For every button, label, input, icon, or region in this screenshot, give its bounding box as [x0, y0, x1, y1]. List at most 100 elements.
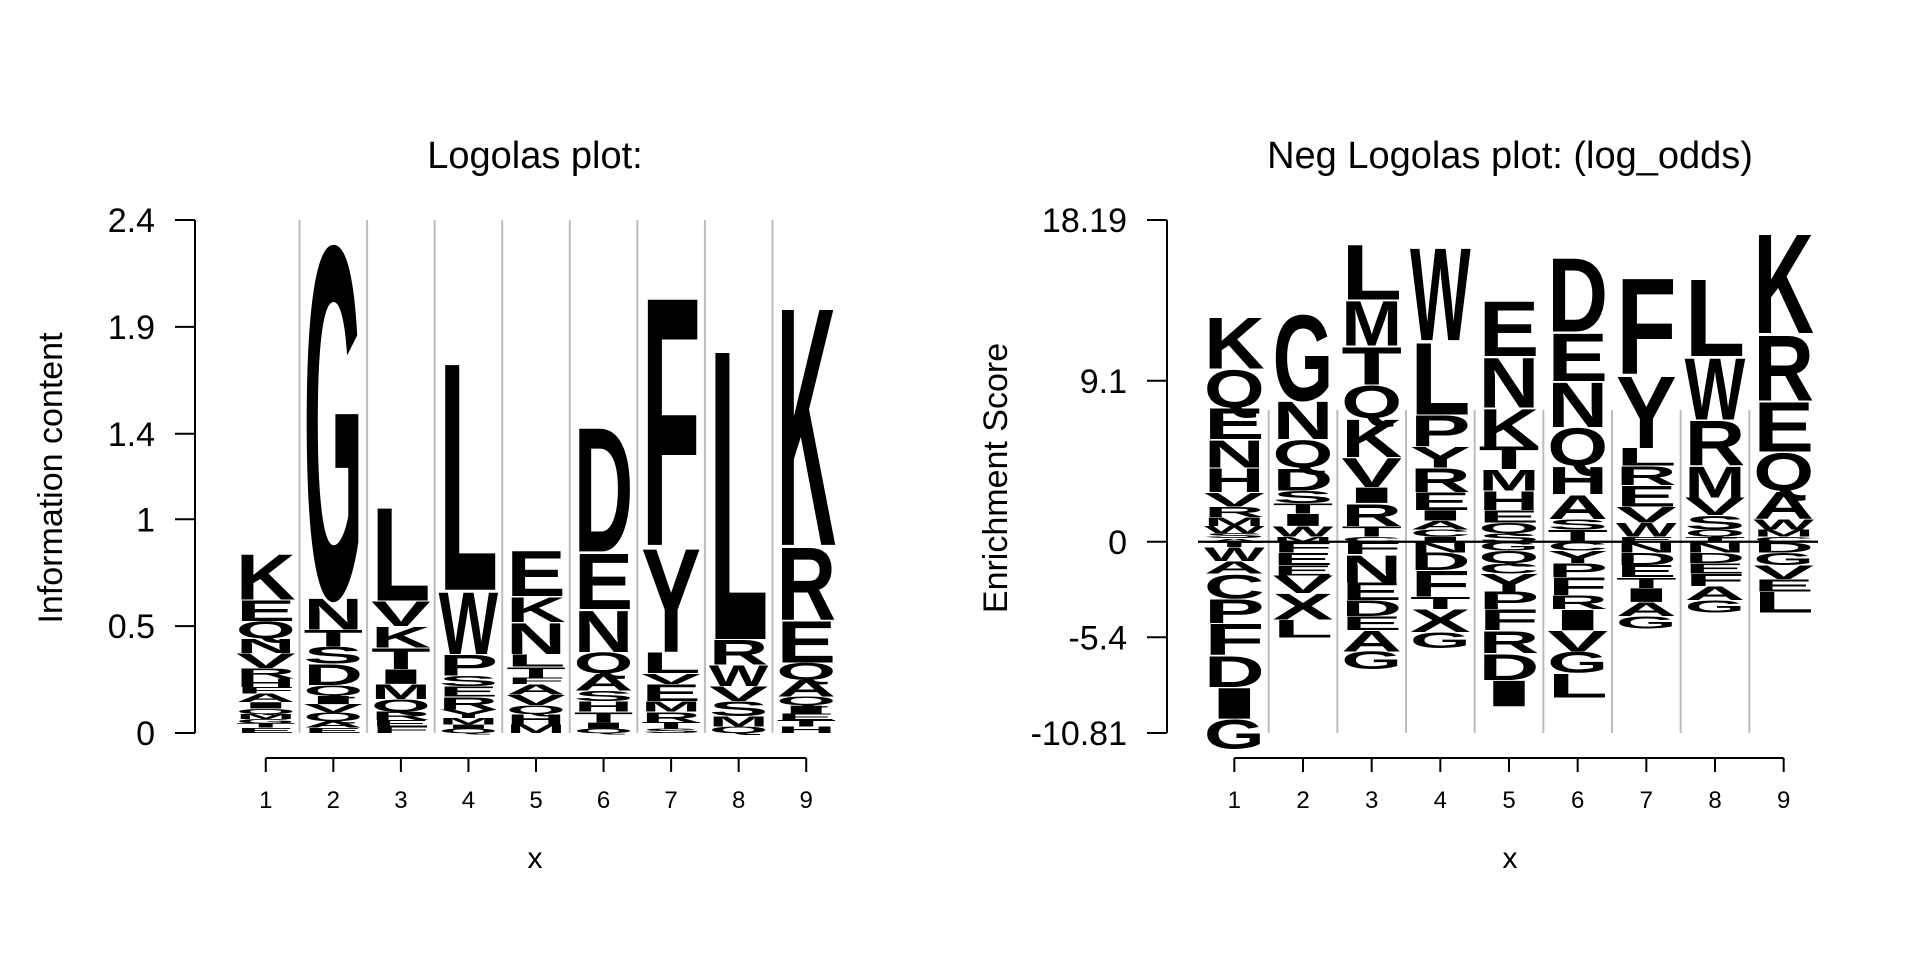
logo-letter-positive: K: [1753, 204, 1814, 364]
logo-letter-positive: K: [1204, 301, 1265, 384]
logo-letter-positive: L: [1616, 444, 1677, 471]
logo-letters: ETGMQIAFHRVNQEKEAQVIQDSTNGFERQMITKVLQIMY…: [236, 141, 836, 735]
logo-letter: Y: [641, 517, 701, 683]
logo-letter-negative: G: [1341, 647, 1402, 674]
logo-letter-negative: G: [1204, 711, 1265, 758]
logo-letter-negative: I: [1547, 604, 1608, 637]
logo-letter: R: [236, 665, 296, 682]
logo-letter: E: [776, 712, 836, 722]
logo-letter: S: [709, 697, 769, 720]
logo-letter-negative: C: [1547, 540, 1608, 554]
y-axis-label: Enrichment Score: [977, 343, 1015, 613]
logo-letter-positive: N: [1547, 369, 1608, 441]
neg-logolas-plot-panel: Neg Logolas plot: (log_odds) Enrichment …: [977, 135, 1818, 875]
logo-letter: Q: [304, 682, 364, 699]
logo-letter: L: [506, 651, 566, 671]
x-tick-label: 1: [1228, 787, 1241, 814]
logo-letter-positive: Q: [1753, 442, 1814, 502]
logo-letter-negative: G: [1753, 549, 1814, 568]
logo-letter-positive: E: [1616, 480, 1677, 513]
logo-letters: ASWMRVHNEQKTWACPFDIGMWITSDQNGFEEVXLCTRIV…: [1204, 204, 1814, 758]
logo-letter: L: [641, 647, 701, 680]
logo-letter-negative: E: [1685, 560, 1746, 577]
y-tick-label: 0: [136, 715, 155, 753]
logo-letter-positive: T: [1341, 336, 1402, 396]
logo-letter-positive: N: [1273, 390, 1334, 450]
logo-letter: K: [776, 236, 836, 618]
logo-letter-positive: S: [1685, 511, 1746, 533]
logo-letter-positive: V: [1341, 449, 1402, 496]
logo-letter-negative: E: [1341, 578, 1402, 605]
logo-letter: E: [439, 683, 499, 700]
logo-letter-positive: M: [1204, 515, 1265, 529]
logo-letter-negative: L: [1547, 666, 1608, 704]
logo-letter-positive: Q: [1204, 359, 1265, 419]
logo-letter-negative: I: [1204, 679, 1265, 728]
logo-letter-negative: C: [1479, 560, 1540, 577]
y-tick-label: 1.9: [108, 309, 155, 347]
logo-letter-negative: N: [1616, 539, 1677, 556]
logo-letter-negative: I: [1479, 673, 1540, 714]
x-tick-label: 5: [529, 787, 542, 814]
y-tick-label: -5.4: [1068, 619, 1127, 657]
logo-letter-negative: F: [1341, 539, 1402, 558]
logo-letter-positive: W: [1616, 519, 1677, 541]
logo-letter-positive: W: [1685, 341, 1746, 439]
logo-letter-positive: W: [1204, 524, 1266, 535]
chart-title: Neg Logolas plot: (log_odds): [1267, 135, 1753, 177]
x-tick-label: 6: [597, 787, 610, 814]
logo-letter-positive: V: [1204, 488, 1265, 510]
position-separators: [298, 220, 774, 733]
logo-letter-negative: W: [1204, 544, 1265, 566]
logo-letter-positive: G: [1273, 289, 1334, 426]
logo-letter-positive: W: [1273, 523, 1334, 539]
logo-letter-positive: E: [1410, 488, 1471, 515]
logo-letter-positive: Q: [1479, 520, 1540, 537]
logo-letter-positive: M: [1479, 464, 1540, 497]
logo-letter: E: [574, 536, 634, 626]
logo-letter: I: [574, 721, 634, 731]
logo-letter-positive: D: [1547, 237, 1608, 354]
logo-letter: L: [709, 263, 769, 727]
y-tick-label: 0.5: [108, 608, 155, 646]
x-tick-label: 6: [1571, 787, 1584, 814]
logo-letter-negative: X: [1273, 586, 1334, 627]
logo-letter-negative: I: [1616, 584, 1677, 606]
logo-letter-negative: R: [1547, 591, 1608, 613]
logo-letter: H: [574, 698, 634, 715]
logo-letter: F: [371, 725, 431, 735]
logo-letter-positive: H: [1204, 461, 1265, 500]
logo-letter-positive: W: [1410, 222, 1471, 370]
logo-letter-negative: N: [1341, 547, 1402, 591]
x-tick-label: 8: [732, 787, 745, 814]
chart-title: Logolas plot:: [427, 135, 643, 177]
logo-letter: F: [641, 224, 701, 621]
logo-letter: N: [304, 590, 364, 640]
x-tick-label: 7: [1640, 787, 1653, 814]
logo-letter: I: [776, 703, 836, 716]
logo-letter-negative: V: [1753, 561, 1814, 583]
logo-letter-negative: R: [1479, 625, 1540, 661]
logo-letter-negative: A: [1616, 598, 1677, 620]
logo-letter: R: [371, 710, 431, 723]
logo-letter-negative: T: [1410, 594, 1471, 613]
logo-letter: K: [236, 541, 296, 614]
logo-letter-negative: G: [1410, 628, 1471, 653]
logo-letter-positive: F: [1616, 250, 1677, 404]
logo-letter: Q: [574, 728, 634, 735]
y-axis: 0 0.5 1 1.4 1.9 2.4: [108, 202, 196, 753]
logo-letter-negative: A: [1685, 582, 1746, 604]
logo-letter: I: [371, 665, 431, 688]
logo-letter: T: [371, 643, 431, 676]
logo-letter-negative: E: [1273, 562, 1334, 579]
logo-letter: M: [439, 716, 499, 726]
logo-letter-positive: Q: [1341, 376, 1402, 428]
logo-letter-positive: H: [1547, 459, 1608, 503]
logo-letter-negative: E: [1616, 562, 1677, 581]
position-separators: [1267, 410, 1751, 733]
logo-letter-positive: M: [1341, 288, 1402, 360]
logo-letter-negative: F: [1547, 573, 1608, 600]
logo-letter-positive: I: [1341, 483, 1402, 508]
logo-letter-positive: E: [1204, 400, 1265, 449]
